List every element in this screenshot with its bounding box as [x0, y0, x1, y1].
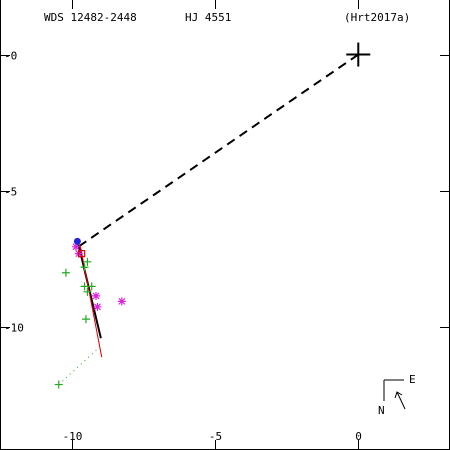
compass-north-label: N: [378, 404, 385, 417]
observation-plus: [61, 268, 70, 277]
x-tick-label: -5: [209, 430, 222, 443]
observation-plus: [54, 380, 63, 389]
reference-label: (Hrt2017a): [344, 11, 410, 24]
observation-star: [117, 297, 126, 306]
observation-plus: [83, 257, 92, 266]
observation-marks: [54, 42, 371, 389]
x-tick-label: 0: [355, 430, 362, 443]
observation-star: [92, 291, 101, 300]
observation-plus: [87, 282, 96, 291]
observation-plus: [80, 263, 89, 272]
motion-arrow-shaft: [396, 391, 406, 410]
observation-plus: [80, 282, 89, 291]
observation-dot: [73, 237, 81, 245]
compass: E N: [378, 373, 416, 417]
x-tick-label: -10: [63, 430, 83, 443]
observation-plus: [83, 287, 92, 296]
observation-star: [93, 302, 102, 311]
motion-arrow-head: [394, 391, 403, 399]
residual-dotted-line: [58, 348, 98, 385]
compass-east-label: E: [409, 373, 416, 386]
y-tick-label: -5: [4, 186, 17, 199]
observation-box: [78, 250, 86, 258]
orbit-red-line: [79, 245, 103, 358]
y-tick-label: -10: [4, 322, 24, 335]
observation-plus: [81, 315, 90, 324]
observation-star: [71, 242, 80, 251]
y-tick-label: -0: [4, 50, 17, 63]
wds-id-label: WDS 12482-2448: [44, 11, 137, 24]
separation-dashed-line: [79, 53, 359, 247]
discoverer-label: HJ 4551: [185, 11, 231, 24]
orbit-lines: [58, 53, 359, 385]
